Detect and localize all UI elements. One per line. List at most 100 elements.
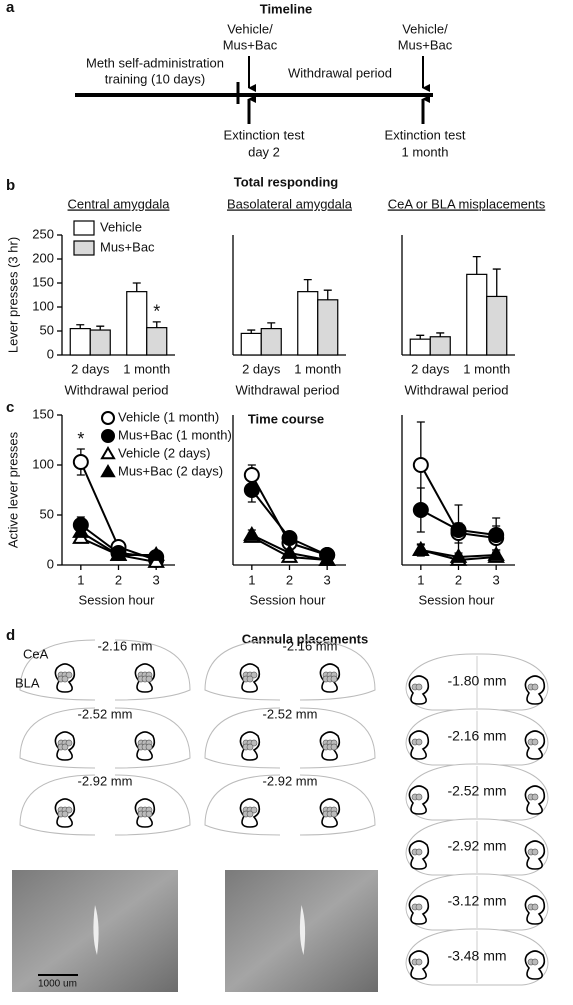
amygdala-outline (408, 785, 430, 815)
x-tick-label: 1 (77, 572, 84, 587)
cannula-placement (531, 738, 539, 746)
legend-label: Mus+Bac (2 days) (118, 463, 223, 478)
level-label: -2.16 mm (283, 638, 338, 653)
y-tick-label: 0 (47, 346, 54, 361)
bar (409, 338, 431, 356)
data-point (450, 522, 467, 538)
level-label: -2.92 mm (78, 773, 133, 788)
cannula-placement (65, 671, 73, 679)
error-bar (76, 324, 85, 329)
legend-marker (100, 464, 116, 478)
x-tick-label: 2 days (71, 361, 110, 376)
error-bar (247, 329, 256, 334)
legend-label: Mus+Bac (1 month) (118, 427, 232, 442)
error-bar (416, 334, 425, 340)
amygdala-outline (524, 895, 546, 925)
timeline-text: Mus+Bac (398, 37, 453, 52)
cannula-placement (250, 806, 258, 814)
bar (240, 332, 262, 356)
amygdala-outline (408, 730, 430, 760)
data-point (72, 523, 90, 538)
cannula-placement (415, 683, 423, 691)
bar (260, 328, 282, 356)
level-label: -2.92 mm (263, 773, 318, 788)
timeline-text: Withdrawal period (288, 65, 392, 80)
legend-marker (101, 429, 115, 443)
amygdala-outline (408, 840, 430, 870)
x-tick-label: 2 (286, 572, 293, 587)
amygdala-outline (408, 895, 430, 925)
amygdala-outline (524, 730, 546, 760)
x-tick-label: 1 month (463, 361, 510, 376)
bar (486, 295, 508, 356)
legend-label: Mus+Bac (100, 239, 155, 254)
x-axis-label: Withdrawal period (235, 382, 339, 397)
cannula-placement (330, 743, 338, 751)
y-tick-label: 50 (40, 322, 54, 337)
data-point (488, 527, 505, 543)
region-label: BLA (15, 675, 40, 690)
x-tick-label: 2 days (411, 361, 450, 376)
cannula-placement (61, 810, 69, 818)
cannula-placement (531, 848, 539, 856)
data-point (147, 546, 165, 561)
error-bar (436, 332, 445, 337)
timeline-text: Vehicle/ (402, 21, 448, 36)
cannula-placement (415, 958, 423, 966)
data-point (243, 482, 260, 498)
data-point (72, 454, 89, 470)
data-point (109, 546, 128, 561)
cannula-placement (145, 810, 153, 818)
bar (317, 299, 339, 356)
lesion (93, 905, 99, 955)
panel-title: Cannula placements (242, 631, 368, 646)
cannula-placement (415, 738, 423, 746)
error-bar (267, 322, 276, 329)
timeline-text: Mus+Bac (223, 37, 278, 52)
cannula-placement (330, 810, 338, 818)
x-tick-label: 3 (493, 572, 500, 587)
annotation: * (153, 302, 160, 322)
y-tick-label: 250 (32, 226, 54, 241)
y-tick-label: 150 (32, 406, 54, 421)
brain-outline (114, 639, 191, 701)
scale-bar-label: 1000 um (38, 979, 77, 990)
amygdala-outline (524, 785, 546, 815)
panel-title: Time course (248, 411, 324, 426)
amygdala-outline (524, 840, 546, 870)
panel-label: c (6, 399, 14, 416)
brain-outline (204, 774, 281, 836)
x-axis-label: Withdrawal period (64, 382, 168, 397)
x-axis-label: Session hour (250, 592, 327, 607)
legend-label: Vehicle (1 month) (118, 409, 219, 424)
level-label: -2.16 mm (98, 638, 153, 653)
brain-outline (299, 639, 376, 701)
cannula-placement (415, 903, 423, 911)
amygdala-outline (408, 675, 430, 705)
error-bar (303, 278, 312, 292)
x-tick-label: 1 (417, 572, 424, 587)
amygdala-outline (408, 950, 430, 980)
chart-title: Basolateral amygdala (227, 196, 353, 211)
cannula-placement (65, 739, 73, 747)
legend-marker (100, 446, 116, 460)
y-tick-label: 150 (32, 274, 54, 289)
cannula-placement (330, 675, 338, 683)
brain-outline (19, 774, 96, 836)
data-point (412, 502, 429, 518)
brain-outline (19, 707, 96, 769)
data-point (318, 551, 336, 566)
x-tick-label: 2 (455, 572, 462, 587)
lesion (299, 905, 306, 955)
level-label: -2.52 mm (447, 783, 506, 799)
data-point (487, 546, 505, 561)
cannula-placement (246, 810, 254, 818)
panel-title: Timeline (260, 1, 313, 16)
brain-outline (114, 707, 191, 769)
timeline-text: training (10 days) (105, 71, 205, 86)
level-label: -2.52 mm (78, 706, 133, 721)
level-label: -3.12 mm (447, 893, 506, 909)
region-label: CeA (23, 646, 49, 661)
level-label: -1.80 mm (447, 673, 506, 689)
